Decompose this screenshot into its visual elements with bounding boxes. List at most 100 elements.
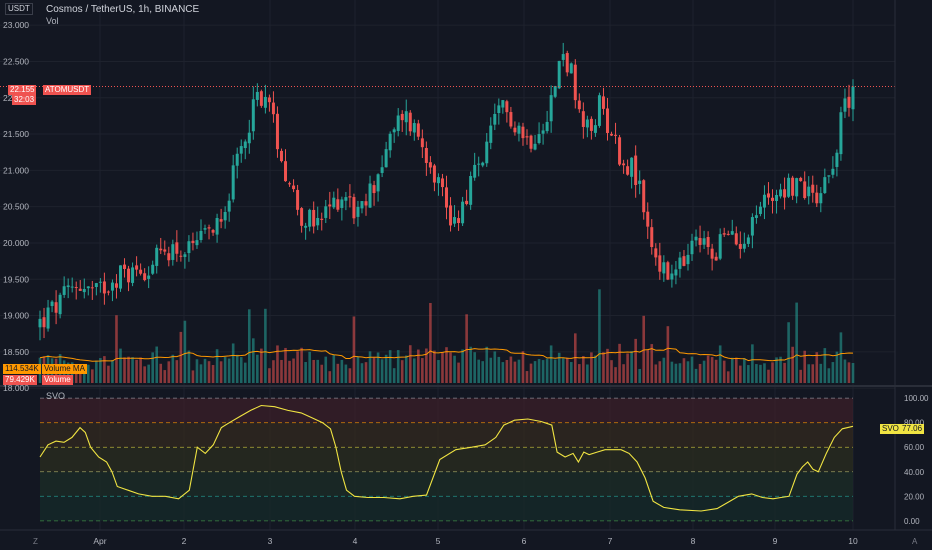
symbol-line[interactable]: Cosmos / TetherUS, 1h, BINANCE [46, 4, 200, 15]
volume-bar [336, 363, 340, 383]
candle-body [388, 133, 392, 151]
time-axis-ticks[interactable]: Apr 2 3 4 5 6 7 8 9 10 [93, 536, 858, 546]
volume-bar [839, 332, 843, 383]
volume-bar [779, 356, 782, 383]
candle-body [477, 163, 481, 165]
candle-body [686, 254, 690, 265]
volume-bar [485, 346, 489, 383]
volume-bar [557, 352, 561, 383]
volume-bar [239, 357, 243, 383]
volume-bar [340, 359, 344, 383]
candle-body [428, 162, 432, 168]
candle-body [573, 64, 577, 101]
volume-bar [501, 362, 505, 383]
candle-body [754, 215, 758, 218]
candle-body [509, 112, 513, 127]
volume-bars [38, 289, 855, 383]
volume-bar [292, 358, 295, 383]
volume-bar [388, 350, 392, 383]
candle-body [775, 194, 779, 201]
svo-band-lines [40, 397, 853, 522]
candle-body [666, 262, 670, 280]
candle-body [481, 162, 485, 166]
volume-bar [461, 349, 464, 383]
candle-body [605, 108, 609, 133]
volume-bar [694, 368, 698, 383]
candle-body [151, 264, 155, 274]
volume-bar [618, 343, 621, 383]
candle-body [561, 54, 565, 60]
candle-body [102, 281, 106, 294]
candle-body [718, 234, 722, 259]
volume-bar [360, 363, 364, 383]
volume-bar [457, 362, 460, 383]
currency-badge-text: USDT [8, 4, 30, 13]
candle-body [54, 302, 58, 313]
candle-body [698, 237, 702, 245]
volume-indicator-label[interactable]: Vol [46, 16, 59, 26]
candle-body [66, 285, 70, 288]
svo-axis-ticks[interactable]: 100.00 80.00 60.00 40.00 20.00 0.00 [904, 394, 929, 526]
time-tick-label: 2 [182, 536, 187, 546]
candle-body [308, 209, 312, 227]
volume-bar [791, 346, 794, 383]
volume-bar [392, 368, 396, 383]
volume-bar [537, 359, 541, 383]
candle-body [364, 201, 368, 206]
volume-bar [795, 302, 798, 383]
volume-bar [521, 351, 525, 383]
candle-body [187, 241, 191, 254]
svo-tag-name: SVO [880, 424, 901, 434]
volume-bar [143, 366, 146, 383]
candle-body [610, 133, 614, 136]
volume-bar [465, 314, 468, 383]
currency-badge[interactable]: USDT [5, 3, 33, 15]
svo-zone [40, 398, 853, 423]
candle-body [722, 233, 726, 235]
candle-body [392, 129, 396, 133]
candle-body [195, 240, 199, 246]
auto-scale-icon[interactable]: A [912, 537, 918, 546]
price-tick-label: 20.000 [3, 238, 29, 248]
candle-body [356, 206, 360, 217]
candle-body [304, 225, 308, 228]
candle-body [58, 294, 62, 315]
candle-body [449, 205, 453, 226]
volume-bar [211, 365, 215, 383]
price-tick-label: 23.000 [3, 20, 29, 30]
volume-bar [690, 356, 694, 383]
volume-bar [469, 346, 472, 383]
price-axis-ticks[interactable]: 23.00022.50022.00021.50021.00020.50020.0… [3, 20, 29, 393]
volume-bar [582, 356, 585, 383]
volume-bar [135, 359, 138, 383]
volume-bar [227, 358, 231, 383]
volume-bar [533, 361, 537, 383]
price-tick-label: 18.000 [3, 383, 29, 393]
volume-bar [413, 358, 416, 383]
candle-body [831, 168, 835, 175]
volume-bar [316, 359, 320, 383]
price-tick-label: 19.500 [3, 274, 29, 284]
volume-bar [324, 356, 328, 383]
candle-body [634, 155, 638, 186]
price-tag-value: 22.155 [8, 85, 37, 95]
candle-body [42, 317, 46, 328]
candle-body [436, 177, 440, 184]
volume-bar [86, 364, 90, 383]
candle-body [453, 217, 457, 224]
volume-bar [425, 348, 428, 383]
candle-body [762, 194, 766, 208]
volume-bar [807, 364, 811, 383]
volume-bar [348, 368, 352, 383]
timezone-icon[interactable]: Z [33, 537, 38, 546]
volume-bar [606, 348, 609, 383]
candle-body [284, 161, 288, 182]
candle-body [493, 113, 497, 125]
volume-bar [139, 357, 142, 383]
oscillator-label[interactable]: SVO [46, 391, 66, 401]
time-tick-label: 4 [353, 536, 358, 546]
volume-bar [787, 322, 790, 383]
candle-body [847, 96, 851, 108]
volume-bar [115, 315, 118, 383]
